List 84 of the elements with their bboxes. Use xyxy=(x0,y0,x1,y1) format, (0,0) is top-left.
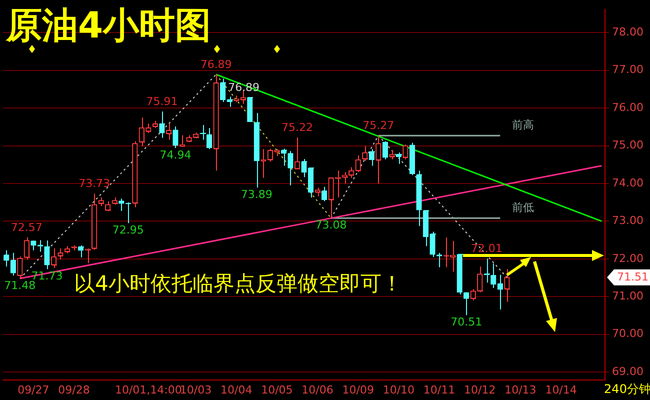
y-tick-label: 73.00 xyxy=(612,214,644,228)
candlestick xyxy=(118,198,124,212)
annotation: 73.89 xyxy=(240,188,272,201)
candlestick xyxy=(138,116,144,147)
candlestick xyxy=(409,142,416,176)
candlestick xyxy=(159,110,165,138)
candlestick xyxy=(470,288,476,301)
annotation: 72.57 xyxy=(10,220,42,234)
candlestick xyxy=(98,196,104,207)
candlestick xyxy=(58,248,64,260)
candlestick xyxy=(328,177,334,219)
y-tick-label: 78.00 xyxy=(612,25,644,38)
x-tick-label: 10/01,14:00 xyxy=(114,383,182,396)
x-tick-label: 09/28 xyxy=(58,383,90,396)
candlestick xyxy=(362,146,368,162)
series-label: 前低 xyxy=(512,201,534,214)
y-tick-label: 72.00 xyxy=(612,252,644,265)
series-label: 前高 xyxy=(512,118,534,132)
candlestick xyxy=(396,152,402,164)
y-tick-label: 70.00 xyxy=(612,327,644,340)
candlestick xyxy=(166,123,172,140)
candlestick xyxy=(172,126,178,149)
candlestick xyxy=(504,268,510,302)
y-tick-label: 71.00 xyxy=(612,290,644,302)
candlestick xyxy=(132,140,138,208)
annotation: 74.94 xyxy=(160,148,192,162)
candlestick xyxy=(50,248,57,268)
annotation: 75.27 xyxy=(362,118,394,132)
x-tick-label: 10/09 xyxy=(342,383,374,396)
candlestick xyxy=(254,112,260,188)
candlestick xyxy=(152,120,158,129)
candlestick xyxy=(146,123,152,134)
y-tick-label: 69.00 xyxy=(612,364,644,378)
annotation: 75.22 xyxy=(281,120,313,134)
annotation: 73.08 xyxy=(315,218,347,232)
candlestick xyxy=(91,193,98,250)
candlestick xyxy=(376,135,382,184)
candlestick xyxy=(24,236,30,260)
candlestick xyxy=(456,254,462,295)
text: 240分钟 xyxy=(604,382,650,396)
x-tick-label: 10/13 xyxy=(504,383,536,396)
annotation: 73.73 xyxy=(78,177,110,190)
candlestick xyxy=(416,170,422,227)
candlestick xyxy=(314,187,320,197)
x-tick-label: 10/10 xyxy=(382,383,415,396)
y-tick-label: 74.00 xyxy=(612,176,644,190)
annotation: 75.91 xyxy=(146,94,178,108)
candlestick xyxy=(477,266,483,293)
candlestick xyxy=(247,97,253,122)
x-tick-label: 10/12 xyxy=(464,383,496,396)
y-tick-label: 76.00 xyxy=(612,100,644,114)
x-tick-label: 10/06 xyxy=(302,383,334,396)
candlestick xyxy=(192,132,200,139)
candlestick xyxy=(206,128,212,150)
candlestick xyxy=(30,240,36,251)
annotation: 70.51 xyxy=(450,315,482,328)
candlestick xyxy=(402,144,408,160)
y-tick-label: 77.00 xyxy=(612,63,644,76)
annotation: 以4小时依托临界点反弹做空即可！ xyxy=(74,271,402,296)
chart-title: 原油4小时图 xyxy=(5,5,212,46)
x-tick-label: 10/04 xyxy=(220,383,252,396)
candlestick xyxy=(389,150,395,160)
y-tick-label: 75.00 xyxy=(612,138,644,152)
candlestick xyxy=(10,252,16,276)
candlestick xyxy=(78,244,84,258)
candlestick xyxy=(4,250,10,267)
text: 71.51 xyxy=(617,270,648,284)
annotation: 71.48 xyxy=(4,278,36,292)
candlestick xyxy=(382,140,388,160)
annotation: 72.95 xyxy=(112,223,144,236)
candlestick xyxy=(44,240,50,270)
annotation: 72.01 xyxy=(470,242,502,255)
annotation: 76.89 xyxy=(200,58,232,71)
candlestick xyxy=(17,256,23,280)
x-tick-label: 09/27 xyxy=(18,383,50,396)
x-tick-label: 10/03 xyxy=(180,383,212,396)
x-tick-label: 10/05 xyxy=(261,383,293,396)
candlestick xyxy=(294,136,300,170)
x-tick-label: 10/11 xyxy=(423,383,456,396)
candlestick xyxy=(84,248,92,264)
candlestick xyxy=(112,196,118,206)
candlestick xyxy=(213,74,219,172)
candlestick xyxy=(186,134,192,142)
x-tick-label: 10/14 xyxy=(545,383,577,396)
